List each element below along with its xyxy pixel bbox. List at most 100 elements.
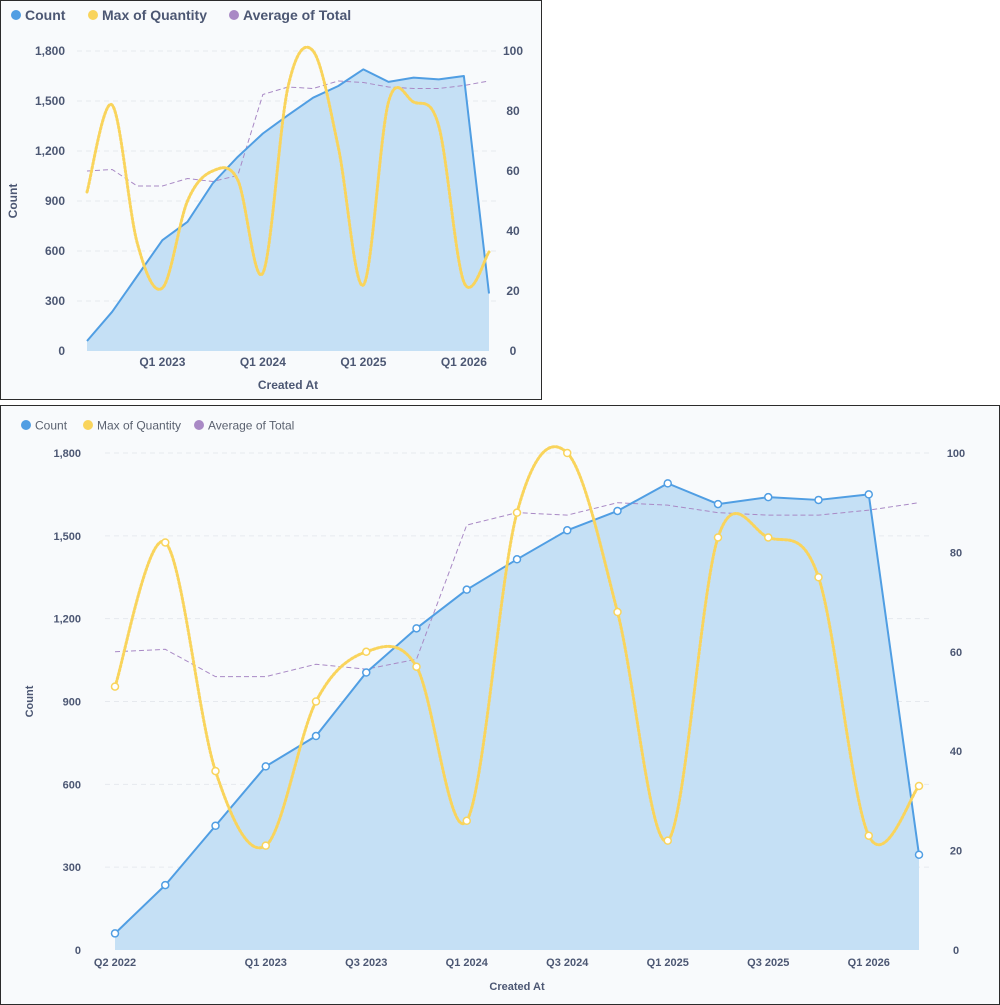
legend-label: Max of Quantity <box>97 418 181 432</box>
legend-item-max-of-quantity[interactable]: Max of Quantity <box>83 418 181 432</box>
count-point[interactable] <box>663 479 672 488</box>
legend-label: Average of Total <box>243 7 351 23</box>
max-of-quantity-point[interactable] <box>462 816 471 826</box>
max-of-quantity-point[interactable] <box>663 836 672 845</box>
count-point[interactable] <box>462 585 471 594</box>
y2-tick-label: 20 <box>506 284 520 298</box>
y-tick-label: 1,200 <box>35 144 65 158</box>
legend-swatch <box>83 420 93 430</box>
max-of-quantity-line <box>113 445 921 850</box>
max-of-quantity-point[interactable] <box>613 607 622 617</box>
y-tick-label: 600 <box>63 779 81 791</box>
y2-tick-label: 20 <box>950 846 962 858</box>
legend-item-count[interactable]: Count <box>11 7 66 23</box>
y-tick-label: 900 <box>45 194 65 208</box>
legend-swatch <box>11 10 21 20</box>
count-point[interactable] <box>814 495 823 505</box>
max-of-quantity-point[interactable] <box>914 781 924 791</box>
legend-label: Count <box>35 418 68 432</box>
x-tick-label: Q1 2025 <box>340 355 386 369</box>
legend-swatch <box>194 420 204 430</box>
y2-tick-label: 60 <box>506 164 520 178</box>
y-tick-label: 0 <box>75 945 81 957</box>
chart-panel-large: 0 300 600 900 1,200 1,500 1,800 0 20 40 60 80 100 Q2 … <box>0 405 1000 1005</box>
max-of-quantity-point[interactable] <box>211 766 220 776</box>
max-of-quantity-point[interactable] <box>713 533 723 542</box>
legend-swatch <box>21 420 31 430</box>
count-point[interactable] <box>311 731 321 741</box>
y-tick-label: 1,800 <box>35 44 65 58</box>
y-axis-title: Count <box>24 685 36 717</box>
y2-tick-label: 0 <box>510 344 517 358</box>
legend-item-average-of-total[interactable]: Average of Total <box>194 418 294 432</box>
x-tick-label: Q3 2025 <box>747 957 789 969</box>
y2-tick-label: 80 <box>506 104 520 118</box>
y2-tick-label: 80 <box>950 547 962 559</box>
legend-label: Average of Total <box>208 418 294 432</box>
y2-tick-label: 60 <box>950 647 962 659</box>
count-point[interactable] <box>864 490 873 499</box>
y-tick-label: 1,200 <box>53 614 81 626</box>
count-area-fill <box>115 483 919 950</box>
y-tick-label: 1,800 <box>53 448 81 460</box>
x-tick-label: Q1 2025 <box>647 957 689 969</box>
count-point[interactable] <box>211 821 220 830</box>
count-line <box>86 68 490 342</box>
count-point[interactable] <box>512 555 522 564</box>
chart-panel-small: 0 300 600 900 1,200 1,500 1,800 0 20 40 60 80 100 Q1 … <box>0 0 542 400</box>
max-of-quantity-point[interactable] <box>161 538 170 547</box>
combo-chart-small: 0 300 600 900 1,200 1,500 1,800 0 20 40 60 80 100 Q1 … <box>6 7 523 392</box>
x-tick-label: Q2 2022 <box>94 957 136 969</box>
x-tick-label: Q3 2024 <box>546 957 589 969</box>
count-point[interactable] <box>914 850 924 859</box>
x-axis-title: Created At <box>489 981 545 993</box>
max-of-quantity-point[interactable] <box>864 831 873 840</box>
combo-chart-large: 0 300 600 900 1,200 1,500 1,800 0 20 40 60 80 100 Q2 … <box>21 418 965 993</box>
y2-tick-label: 40 <box>506 224 520 238</box>
x-tick-label: Q1 2023 <box>245 957 287 969</box>
count-point[interactable] <box>161 880 170 890</box>
max-of-quantity-point[interactable] <box>261 841 270 850</box>
legend-item-max-of-quantity[interactable]: Max of Quantity <box>88 7 207 23</box>
x-axis-title: Created At <box>258 378 318 392</box>
max-of-quantity-point[interactable] <box>412 662 421 671</box>
y2-tick-label: 40 <box>950 746 962 758</box>
count-point[interactable] <box>563 526 572 535</box>
legend-label: Count <box>25 7 66 23</box>
x-tick-label: Q1 2023 <box>139 355 185 369</box>
count-point[interactable] <box>713 499 723 509</box>
count-area-fill <box>87 69 489 351</box>
y-tick-label: 600 <box>45 244 65 258</box>
x-tick-label: Q1 2026 <box>441 355 487 369</box>
x-tick-label: Q1 2024 <box>446 957 489 969</box>
max-of-quantity-point[interactable] <box>814 573 823 582</box>
legend-item-count[interactable]: Count <box>21 418 68 432</box>
max-of-quantity-point[interactable] <box>110 682 120 691</box>
legend-swatch <box>88 10 98 20</box>
count-point[interactable] <box>110 929 120 938</box>
max-of-quantity-point[interactable] <box>512 508 522 517</box>
y2-tick-label: 100 <box>503 44 523 58</box>
y-tick-label: 0 <box>58 344 65 358</box>
count-point[interactable] <box>764 492 773 502</box>
y2-tick-label: 0 <box>953 945 959 957</box>
y-tick-label: 1,500 <box>53 531 81 543</box>
y2-tick-label: 100 <box>947 448 965 460</box>
count-point[interactable] <box>613 506 622 516</box>
max-of-quantity-point[interactable] <box>764 533 773 542</box>
y-tick-label: 900 <box>63 697 81 709</box>
y-tick-label: 1,500 <box>35 94 65 108</box>
legend-item-average-of-total[interactable]: Average of Total <box>229 7 351 23</box>
legend-label: Max of Quantity <box>102 7 207 23</box>
count-point[interactable] <box>362 668 371 677</box>
count-point[interactable] <box>261 762 270 771</box>
y-axis-title: Count <box>6 184 20 219</box>
max-of-quantity-line <box>85 45 491 291</box>
max-of-quantity-point[interactable] <box>362 647 371 657</box>
max-of-quantity-point[interactable] <box>311 697 321 706</box>
x-tick-label: Q1 2026 <box>848 957 890 969</box>
legend-swatch <box>229 10 239 20</box>
count-point[interactable] <box>412 624 421 633</box>
max-of-quantity-point[interactable] <box>563 448 572 458</box>
y-tick-label: 300 <box>45 294 65 308</box>
